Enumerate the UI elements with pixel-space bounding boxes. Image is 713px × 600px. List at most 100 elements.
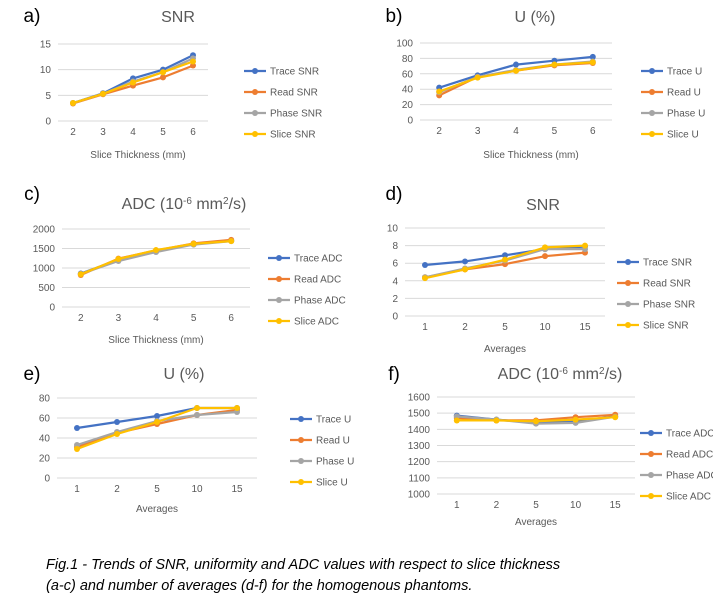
series-line-c-phase: [80, 240, 232, 275]
x-tick-label-c: 3: [116, 313, 122, 324]
y-tick-label-f: 1200: [408, 457, 431, 468]
data-point-f-slice: [493, 417, 500, 424]
x-tick-label-e: 2: [114, 484, 120, 495]
legend-marker-e-slice: [298, 479, 304, 485]
y-tick-label-f: 1100: [408, 473, 430, 484]
legend-marker-c-read: [276, 276, 282, 282]
legend-label-f-read: Read ADC: [666, 450, 713, 461]
y-tick-label-c: 500: [38, 283, 55, 294]
x-tick-label-b: 6: [590, 126, 596, 137]
chart-panel-f: f) ADC (10-6 mm2/s)1000110012001300140015…: [388, 364, 713, 528]
data-point-d-read: [542, 253, 548, 260]
panel-letter-a: a): [24, 6, 41, 27]
data-point-d-slice: [462, 266, 468, 273]
y-tick-label-d: 4: [392, 276, 398, 287]
legend-label-a-slice: Slice SNR: [270, 130, 316, 141]
data-point-e-slice: [154, 419, 160, 425]
data-point-a-slice: [130, 79, 136, 86]
y-tick-label-a: 15: [40, 40, 52, 51]
x-tick-label-a: 2: [70, 127, 76, 138]
x-tick-label-f: 2: [494, 500, 500, 511]
chart-title-d: SNR: [526, 197, 560, 214]
data-point-a-slice: [70, 100, 76, 107]
legend-label-d-trace: Trace SNR: [643, 258, 692, 269]
x-tick-label-c: 5: [191, 313, 197, 324]
legend-marker-e-phase: [298, 458, 304, 464]
series-line-c-trace: [80, 239, 232, 275]
data-point-d-trace: [462, 258, 468, 265]
y-tick-label-d: 6: [392, 259, 398, 270]
data-point-b-slice: [474, 74, 481, 81]
x-tick-label-b: 5: [552, 126, 558, 137]
figure-caption: Fig.1 - Trends of SNR, uniformity and AD…: [46, 555, 666, 597]
legend-marker-d-phase: [625, 301, 631, 307]
data-point-c-slice: [153, 247, 159, 254]
x-axis-label-e: Averages: [136, 504, 178, 515]
panel-letter-d: d): [386, 184, 403, 205]
y-tick-label-a: 0: [45, 117, 51, 128]
x-tick-label-c: 6: [228, 313, 234, 324]
y-tick-label-b: 100: [396, 39, 413, 50]
caption-line-2: (a-c) and number of averages (d-f) for t…: [46, 578, 473, 594]
legend-marker-f-slice: [648, 493, 654, 499]
legend-label-c-phase: Phase ADC: [294, 296, 346, 307]
data-point-f-slice: [572, 416, 579, 423]
legend-marker-d-read: [625, 280, 631, 286]
chart-title-b: U (%): [515, 9, 556, 26]
y-tick-label-a: 5: [45, 91, 51, 102]
x-tick-label-f: 15: [610, 500, 622, 511]
chart-title-e: U (%): [164, 366, 205, 383]
y-tick-label-d: 0: [392, 312, 398, 323]
data-point-a-read: [190, 62, 196, 69]
legend-marker-f-phase: [648, 472, 654, 478]
x-tick-label-c: 4: [153, 313, 159, 324]
data-point-a-read: [160, 74, 166, 81]
panel-letter-e: e): [24, 364, 41, 385]
panel-letter-f: f): [388, 364, 400, 385]
legend-label-c-trace: Trace ADC: [294, 254, 343, 265]
data-point-b-trace: [589, 53, 596, 60]
legend-marker-c-trace: [276, 255, 282, 261]
x-axis-label-b: Slice Thickness (mm): [483, 150, 578, 161]
x-axis-label-f: Averages: [515, 517, 557, 528]
legend-marker-b-phase: [649, 110, 655, 116]
y-tick-label-a: 10: [40, 65, 52, 76]
legend-label-e-slice: Slice U: [316, 478, 348, 489]
y-tick-label-f: 1400: [408, 425, 431, 436]
x-tick-label-b: 3: [475, 126, 481, 137]
series-line-c-slice: [80, 240, 232, 276]
y-tick-label-b: 40: [402, 85, 414, 96]
legend-label-d-slice: Slice SNR: [643, 321, 689, 332]
legend-marker-b-slice: [649, 131, 655, 137]
x-tick-label-d: 1: [422, 322, 428, 333]
x-tick-label-b: 4: [513, 126, 519, 137]
x-tick-label-d: 10: [539, 322, 551, 333]
x-tick-label-f: 10: [570, 500, 582, 511]
legend-marker-d-trace: [625, 259, 631, 265]
data-point-a-slice: [190, 58, 196, 65]
y-tick-label-e: 60: [39, 414, 51, 425]
y-tick-label-e: 20: [39, 454, 51, 465]
legend-label-a-read: Read SNR: [270, 88, 318, 99]
data-point-d-trace: [422, 261, 428, 268]
legend-label-b-trace: Trace U: [667, 67, 702, 78]
data-point-a-slice: [100, 90, 106, 97]
caption-line-1: Fig.1 - Trends of SNR, uniformity and AD…: [46, 557, 561, 573]
data-point-c-slice: [115, 256, 122, 263]
x-tick-label-e: 5: [154, 484, 160, 495]
x-axis-label-d: Averages: [484, 344, 526, 355]
data-point-e-trace: [154, 413, 160, 419]
data-point-e-phase: [194, 412, 200, 418]
legend-marker-b-trace: [649, 68, 655, 74]
data-point-f-slice: [533, 418, 539, 425]
x-tick-label-e: 1: [74, 484, 80, 495]
legend-label-e-read: Read U: [316, 436, 350, 447]
chart-panel-e: e) U (%) 0 20 40 60 80 1 2 5 10 15 Averages Trace U Re…: [24, 364, 355, 515]
legend-marker-a-trace: [252, 68, 258, 74]
legend-label-b-slice: Slice U: [667, 130, 699, 141]
data-point-c-slice: [77, 271, 84, 278]
legend-marker-e-trace: [298, 416, 304, 422]
chart-title-c: ADC (10-6 mm2/s): [122, 196, 247, 214]
y-tick-label-f: 1000: [408, 490, 431, 501]
